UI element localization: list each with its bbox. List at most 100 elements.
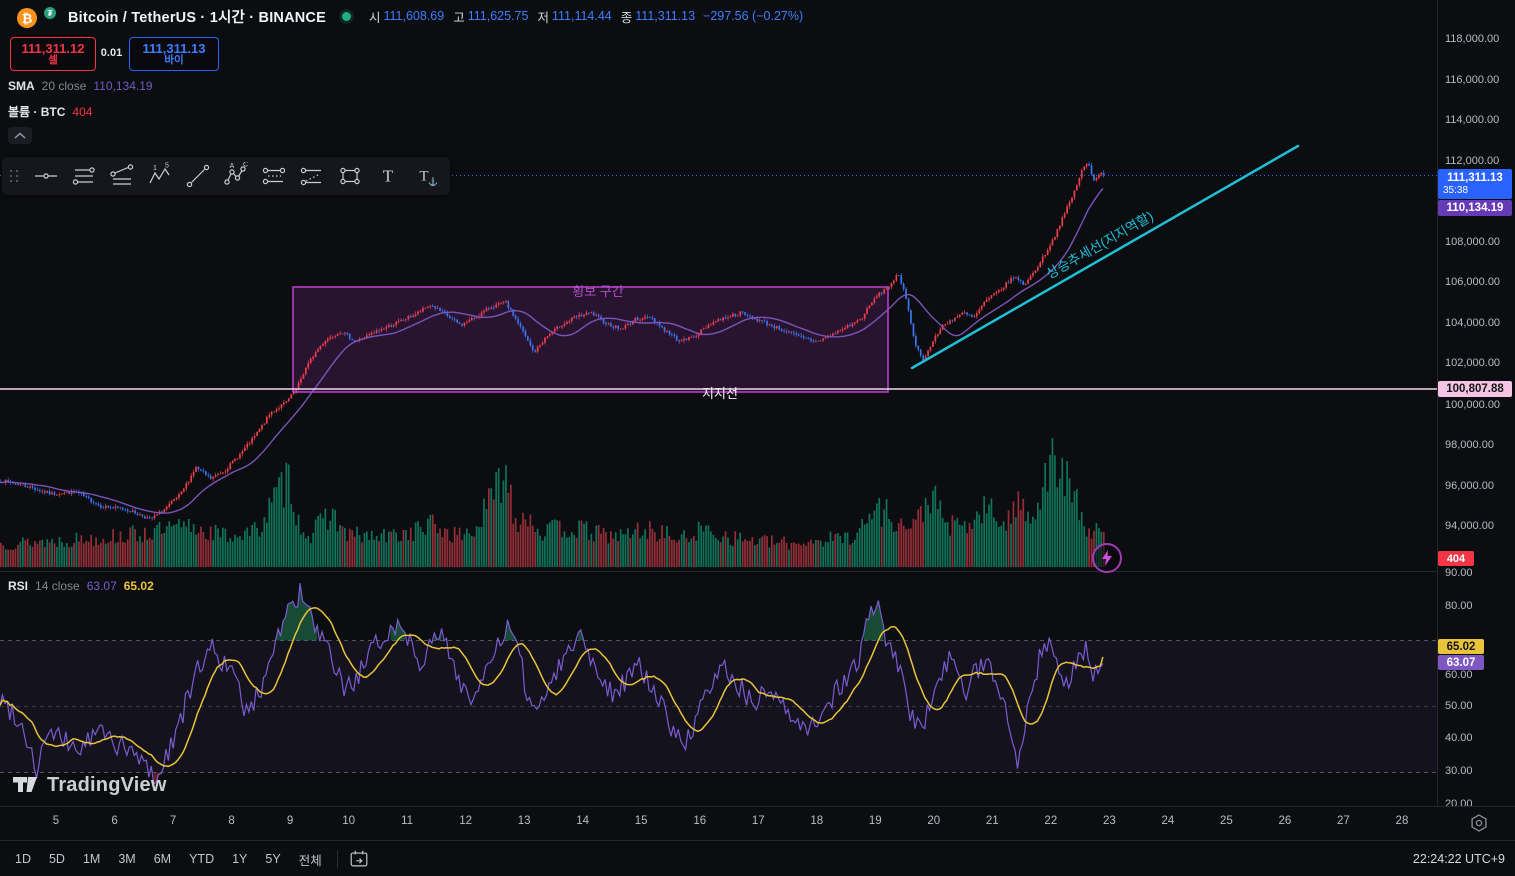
svg-text:T: T bbox=[383, 167, 394, 186]
price-tick: 114,000.00 bbox=[1445, 114, 1499, 126]
horizontal-line-tool-icon[interactable] bbox=[32, 162, 60, 190]
rsi-value-badge: 63.07 bbox=[1438, 655, 1484, 670]
price-tick: 118,000.00 bbox=[1445, 33, 1499, 45]
sell-label: 셀 bbox=[48, 55, 58, 66]
rsi-name[interactable]: RSI bbox=[8, 579, 28, 593]
range-button-6m[interactable]: 6M bbox=[147, 848, 178, 870]
svg-text:₮: ₮ bbox=[48, 9, 53, 18]
range-button-3m[interactable]: 3M bbox=[111, 848, 142, 870]
spread-value: 0.01 bbox=[94, 37, 129, 69]
chart-canvas[interactable]: 상승추세선(지지역할) bbox=[0, 0, 1515, 876]
time-tick: 16 bbox=[680, 815, 720, 827]
volume-legend: 볼륨 · BTC 404 bbox=[8, 103, 92, 120]
abcd-pattern-tool-icon[interactable]: AC bbox=[222, 162, 250, 190]
time-axis-settings-button[interactable] bbox=[1466, 810, 1492, 836]
text-tool-icon[interactable]: T bbox=[374, 162, 402, 190]
time-tick: 15 bbox=[621, 815, 661, 827]
trend-line[interactable] bbox=[912, 146, 1298, 368]
instant-order-button[interactable] bbox=[1092, 543, 1122, 573]
time-tick: 12 bbox=[446, 815, 486, 827]
support-line-label[interactable]: 지지선 bbox=[702, 383, 738, 402]
go-to-date-calendar-icon[interactable] bbox=[348, 848, 370, 870]
price-tick: 40.00 bbox=[1445, 732, 1473, 744]
range-box-label[interactable]: 횡보 구간 bbox=[572, 281, 623, 300]
symbol-header: ₮ ₿ Bitcoin / TetherUS · 1시간 · BINANCE 시… bbox=[8, 4, 803, 28]
elliott-wave-tool-icon[interactable]: 15 bbox=[146, 162, 174, 190]
price-tick: 94,000.00 bbox=[1445, 520, 1494, 532]
range-button-ytd[interactable]: YTD bbox=[182, 848, 221, 870]
price-tick: 104,000.00 bbox=[1445, 317, 1500, 329]
ohlc-value: 111,311.13 bbox=[635, 9, 695, 23]
range-button-전체[interactable]: 전체 bbox=[292, 846, 329, 873]
tradingview-wordmark: TradingView bbox=[47, 774, 167, 797]
rectangle-tool-icon[interactable] bbox=[336, 162, 364, 190]
tradingview-attribution[interactable]: TradingView bbox=[12, 774, 167, 797]
price-tick: 112,000.00 bbox=[1445, 155, 1499, 167]
time-tick: 25 bbox=[1206, 815, 1246, 827]
time-tick: 24 bbox=[1148, 815, 1188, 827]
symbol-title[interactable]: Bitcoin / TetherUS · 1시간 · BINANCE bbox=[68, 6, 326, 27]
svg-text:C: C bbox=[243, 162, 248, 169]
chevron-up-icon bbox=[13, 131, 27, 141]
sma-value: 110,134.19 bbox=[93, 79, 152, 93]
collapse-panel-button[interactable] bbox=[8, 127, 32, 144]
ohlc-label: 저 bbox=[537, 7, 549, 26]
ohlc-values: 시111,608.69고111,625.75저111,114.44종111,31… bbox=[369, 7, 695, 26]
volume-name[interactable]: 볼륨 · BTC bbox=[8, 103, 65, 120]
price-tick: 116,000.00 bbox=[1445, 74, 1499, 86]
price-tick: 90.00 bbox=[1445, 567, 1473, 579]
trend-line-label[interactable]: 상승추세선(지지역할) bbox=[1044, 208, 1156, 281]
anchored-text-tool-icon[interactable]: T⚓ bbox=[412, 162, 440, 190]
svg-text:5: 5 bbox=[165, 163, 169, 170]
trend-line-tool-icon[interactable] bbox=[184, 162, 212, 190]
rsi-value: 63.07 bbox=[87, 579, 117, 593]
range-button-1d[interactable]: 1D bbox=[8, 848, 38, 870]
market-status-dot[interactable] bbox=[342, 12, 351, 21]
current-price-value: 111,311.13 bbox=[1447, 172, 1503, 185]
ohlc-value: 111,114.44 bbox=[552, 9, 612, 23]
range-button-1y[interactable]: 1Y bbox=[225, 848, 254, 870]
range-button-1m[interactable]: 1M bbox=[76, 848, 107, 870]
time-tick: 18 bbox=[797, 815, 837, 827]
time-tick: 21 bbox=[972, 815, 1012, 827]
range-button-5d[interactable]: 5D bbox=[42, 848, 72, 870]
lightning-icon bbox=[1101, 550, 1113, 566]
drag-handle bbox=[6, 162, 22, 190]
date-range-buttons: 1D5D1M3M6MYTD1Y5Y전체 bbox=[8, 846, 329, 873]
price-tick: 102,000.00 bbox=[1445, 357, 1500, 369]
time-tick: 10 bbox=[329, 815, 369, 827]
sloped-channel-tool-icon[interactable] bbox=[298, 162, 326, 190]
flat-channel-tool-icon[interactable] bbox=[260, 162, 288, 190]
symbol-pair-icon: ₮ ₿ bbox=[8, 2, 60, 30]
rsi-ma-badge: 65.02 bbox=[1438, 639, 1484, 654]
price-tick: 50.00 bbox=[1445, 700, 1473, 712]
sell-button[interactable]: 111,311.12 셀 bbox=[10, 37, 96, 71]
price-tick: 106,000.00 bbox=[1445, 276, 1500, 288]
sma-params: 20 close bbox=[42, 79, 87, 93]
disjoint-channel-tool-icon[interactable] bbox=[108, 162, 136, 190]
rsi-legend: RSI 14 close 63.07 65.02 bbox=[8, 579, 154, 593]
sma-price-badge: 110,134.19 bbox=[1438, 200, 1512, 216]
clock-utc[interactable]: 22:24:22 UTC+9 bbox=[1413, 841, 1505, 876]
time-tick: 23 bbox=[1089, 815, 1129, 827]
parallel-lines-tool-icon[interactable] bbox=[70, 162, 98, 190]
sma-name[interactable]: SMA bbox=[8, 79, 35, 93]
price-tick: 30.00 bbox=[1445, 765, 1473, 777]
trading-chart-app: 상승추세선(지지역할) 횡보 구간 지지선 ₮ ₿ Bitcoin / Teth… bbox=[0, 0, 1515, 876]
price-tick: 108,000.00 bbox=[1445, 236, 1500, 248]
price-axis[interactable]: 118,000.00 116,000.00 114,000.00 112,000.00… bbox=[1437, 0, 1515, 806]
rsi-params: 14 close bbox=[35, 579, 80, 593]
time-tick: 6 bbox=[95, 815, 135, 827]
volume-value: 404 bbox=[72, 105, 92, 119]
volume-bars bbox=[0, 438, 1105, 567]
time-tick: 20 bbox=[914, 815, 954, 827]
time-tick: 9 bbox=[270, 815, 310, 827]
time-tick: 27 bbox=[1323, 815, 1363, 827]
range-button-5y[interactable]: 5Y bbox=[258, 848, 287, 870]
bottom-toolbar: 1D5D1M3M6MYTD1Y5Y전체 22:24:22 UTC+9 bbox=[0, 840, 1515, 876]
ohlc-label: 시 bbox=[369, 7, 381, 26]
ohlc-label: 종 bbox=[621, 7, 633, 26]
buy-button[interactable]: 111,311.13 바이 bbox=[129, 37, 219, 71]
price-tick: 98,000.00 bbox=[1445, 439, 1494, 451]
time-axis[interactable]: 5678910111213141516171819202122232425262… bbox=[0, 806, 1515, 841]
